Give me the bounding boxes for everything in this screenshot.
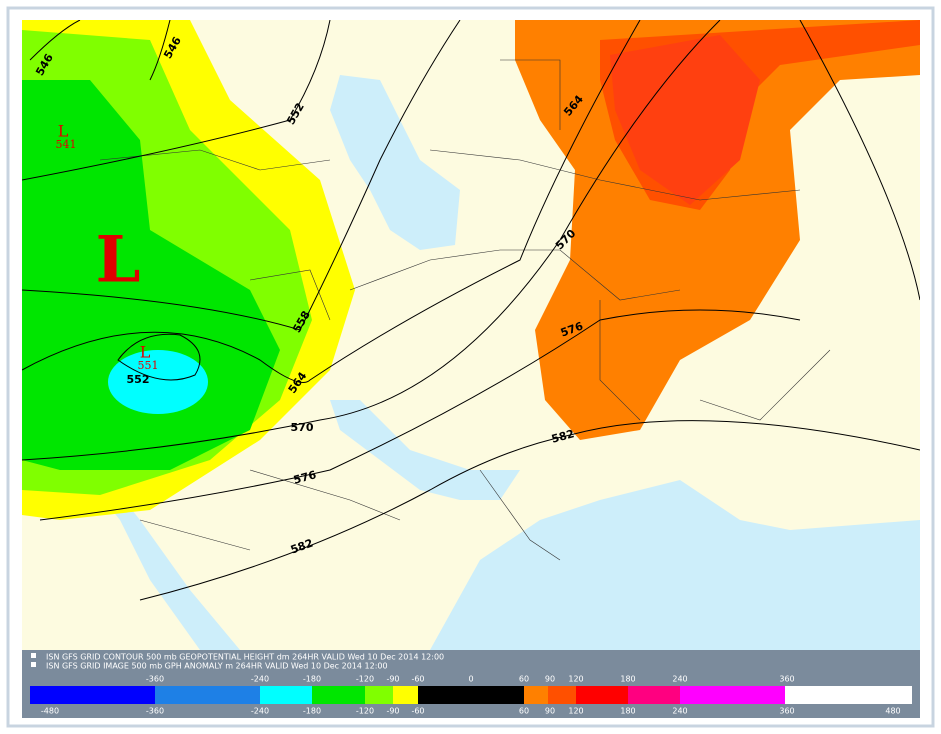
colorbar-swatch	[393, 686, 418, 704]
colorbar-swatch	[524, 686, 548, 704]
contour-label: 570	[291, 421, 314, 434]
colorbar-label: 120	[568, 707, 583, 716]
contour	[139, 420, 920, 601]
contour	[29, 20, 171, 81]
colorbar-swatch	[548, 686, 576, 704]
colorbar-swatch	[155, 686, 260, 704]
contour	[39, 20, 920, 521]
colorbar-label: -120	[356, 675, 374, 684]
colorbar-label: -90	[386, 707, 399, 716]
colorbar-label: -60	[411, 707, 424, 716]
legend-text: ISN GFS GRID IMAGE 500 mb GPH ANOMALY m …	[46, 662, 388, 671]
colorbar-label: 180	[620, 675, 635, 684]
country-borders	[99, 59, 831, 561]
colorbar-label: 60	[519, 675, 529, 684]
low-symbol: L	[96, 223, 141, 298]
low-value: 551	[138, 359, 159, 372]
contour	[22, 20, 721, 461]
colorbar-swatch	[260, 686, 312, 704]
colorbar-label: 90	[545, 707, 555, 716]
legend-bg	[22, 650, 920, 718]
legend-marker	[31, 662, 36, 667]
colorbar-label: -360	[146, 707, 164, 716]
contour	[22, 20, 331, 181]
contour-label: 582	[550, 427, 576, 446]
colorbar-label: 480	[885, 707, 900, 716]
colorbar-label: 360	[779, 675, 794, 684]
colorbar-label: 180	[620, 707, 635, 716]
low-symbol: L	[58, 122, 69, 141]
colorbar-label: -60	[411, 675, 424, 684]
colorbar-label: 90	[545, 675, 555, 684]
anomaly-green	[22, 80, 280, 470]
colorbar-swatch	[628, 686, 680, 704]
low-symbol: L	[140, 343, 151, 362]
colorbar-swatch	[785, 686, 912, 704]
colorbar: -360 -240 -180 -120 -90 -60 0 60 90 120 180 240 360 -…	[30, 675, 912, 716]
colorbar-label: 240	[672, 675, 687, 684]
arabian-sea	[430, 480, 920, 650]
colorbar-label: 0	[468, 675, 473, 684]
colorbar-swatch	[30, 686, 155, 704]
colorbar-label: -180	[303, 707, 321, 716]
colorbar-swatch	[576, 686, 628, 704]
colorbar-label: -240	[251, 675, 269, 684]
colorbar-label: -120	[356, 707, 374, 716]
colorbar-swatch	[418, 686, 524, 704]
colorbar-label: -180	[303, 675, 321, 684]
low-value: 541	[56, 138, 77, 151]
anomaly-cyan	[108, 350, 208, 414]
colorbar-label: -240	[251, 707, 269, 716]
persian-gulf	[330, 400, 520, 500]
colorbar-label: 60	[519, 707, 529, 716]
colorbar-swatch	[365, 686, 393, 704]
map-area: 546 546 552 558 564 570 576 582 552 564 …	[22, 20, 920, 650]
colorbar-label: 240	[672, 707, 687, 716]
legend-text: ISN GFS GRID CONTOUR 500 mb GEOPOTENTIAL…	[46, 653, 444, 662]
anomaly-red	[610, 35, 760, 205]
legend-marker	[31, 653, 36, 658]
contour-label: 552	[127, 373, 150, 386]
contour-label: 576	[292, 468, 318, 487]
colorbar-label: -480	[41, 707, 59, 716]
colorbar-swatch	[312, 686, 365, 704]
frame	[6, 6, 935, 728]
colorbar-label: -360	[146, 675, 164, 684]
caspian-sea	[330, 75, 460, 250]
colorbar-label: -90	[386, 675, 399, 684]
contour	[117, 333, 201, 381]
contour	[22, 20, 461, 331]
colorbar-label: 120	[568, 675, 583, 684]
legend-panel: ISN GFS GRID CONTOUR 500 mb GEOPOTENTIAL…	[22, 650, 920, 718]
colorbar-swatch	[680, 686, 785, 704]
contour	[22, 20, 641, 383]
red-sea	[80, 470, 240, 650]
colorbar-label: 360	[779, 707, 794, 716]
